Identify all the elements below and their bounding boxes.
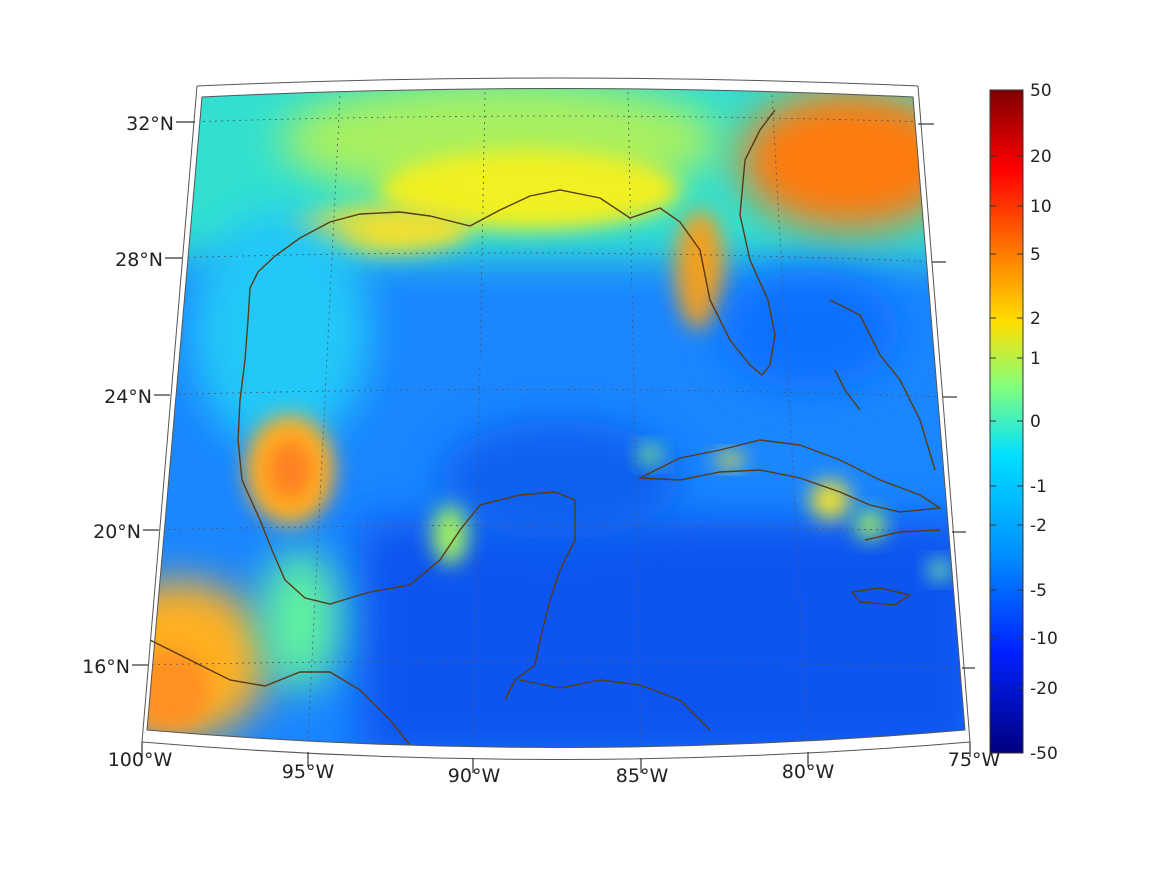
lat-label-32: 32°N (126, 113, 174, 135)
gulf-coast (249, 109, 776, 376)
colorbar-label: -2 (1030, 516, 1047, 536)
colorbar-label: 10 (1030, 197, 1052, 217)
lon-label-90w: 90°W (448, 765, 501, 787)
colorbar-label: 0 (1030, 412, 1041, 432)
lon-label-100w: 100°W (108, 749, 173, 771)
mexico-coast (237, 287, 576, 701)
colorbar-label: 50 (1030, 81, 1052, 101)
coastlines (149, 109, 943, 746)
lon-label-85w: 85°W (616, 765, 669, 787)
colorbar-label: 20 (1030, 147, 1052, 167)
lon-tick-marks (141, 742, 971, 773)
colorbar-label: 2 (1030, 309, 1041, 329)
colorbar-label: 1 (1030, 349, 1041, 369)
colorbar-label: -5 (1030, 581, 1047, 601)
central-america-coast (519, 679, 711, 731)
bahamas (829, 299, 936, 471)
graticule (147, 91, 965, 746)
lat-label-28: 28°N (115, 249, 163, 271)
lon-label-80w: 80°W (782, 761, 835, 783)
lat-label-20: 20°N (93, 521, 141, 543)
colorbar-label: 5 (1030, 245, 1041, 265)
colorbar-label: -1 (1030, 477, 1047, 497)
colorbar-label: -50 (1030, 744, 1058, 764)
colorbar-label: -10 (1030, 629, 1058, 649)
colorbar-label: -20 (1030, 679, 1058, 699)
lon-label-95w: 95°W (282, 761, 335, 783)
lat-label-24: 24°N (104, 386, 152, 408)
lat-tick-labels: 32°N 28°N 24°N 20°N 16°N (82, 113, 174, 678)
lat-tick-marks (132, 121, 975, 669)
lon-tick-labels: 100°W 95°W 90°W 85°W 80°W 75°W (108, 749, 1001, 787)
bahamas-2 (834, 369, 861, 411)
hispaniola (864, 529, 941, 541)
map-frame (146, 88, 966, 748)
lon-label-75w: 75°W (948, 749, 1001, 771)
jamaica (850, 587, 912, 606)
pacific-coast (149, 639, 411, 746)
lat-label-16: 16°N (82, 656, 130, 678)
cuba (637, 439, 943, 513)
heatmap-field (147, 88, 965, 748)
